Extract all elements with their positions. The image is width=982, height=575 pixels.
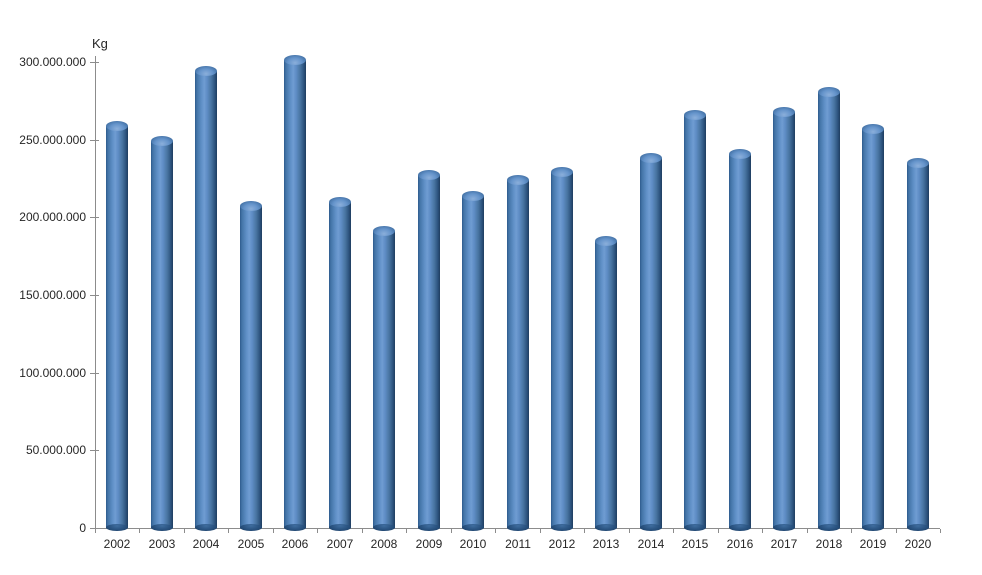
x-axis-tick: [718, 529, 719, 533]
bar-2002: [106, 121, 128, 531]
x-tick-label-2017: 2017: [770, 537, 798, 551]
y-tick-label: 150.000.000: [19, 288, 86, 302]
bar-2017: [773, 107, 795, 531]
y-axis-tick: [90, 450, 99, 451]
bar-2004: [195, 66, 217, 531]
x-axis-tick: [451, 529, 452, 533]
y-axis-tick: [90, 528, 99, 529]
x-axis-tick: [362, 529, 363, 533]
bar-2011: [507, 175, 529, 531]
x-axis-tick: [807, 529, 808, 533]
x-tick-label-2012: 2012: [548, 537, 576, 551]
x-axis-tick: [184, 529, 185, 533]
y-axis-tick: [90, 295, 99, 296]
x-axis-tick: [495, 529, 496, 533]
x-axis-tick: [896, 529, 897, 533]
x-tick-label-2007: 2007: [326, 537, 354, 551]
x-tick-label-2019: 2019: [859, 537, 887, 551]
x-axis-tick: [673, 529, 674, 533]
x-axis-tick: [95, 529, 96, 533]
y-tick-label: 250.000.000: [19, 133, 86, 147]
x-tick-label-2018: 2018: [815, 537, 843, 551]
x-tick-label-2010: 2010: [459, 537, 487, 551]
x-tick-label-2004: 2004: [192, 537, 220, 551]
bar-2008: [373, 226, 395, 531]
bar-2010: [462, 191, 484, 531]
bar-2013: [595, 236, 617, 531]
bar-2019: [862, 124, 884, 531]
x-tick-label-2006: 2006: [281, 537, 309, 551]
y-axis-tick: [90, 140, 99, 141]
x-tick-label-2020: 2020: [904, 537, 932, 551]
x-axis-tick: [273, 529, 274, 533]
bar-2015: [684, 110, 706, 531]
x-axis-tick: [406, 529, 407, 533]
y-tick-label: 100.000.000: [19, 366, 86, 380]
bar-2003: [151, 136, 173, 531]
bar-2012: [551, 167, 573, 531]
x-tick-label-2005: 2005: [237, 537, 265, 551]
x-axis-tick: [851, 529, 852, 533]
x-axis-tick: [940, 529, 941, 533]
bar-2016: [729, 149, 751, 531]
y-tick-label: 300.000.000: [19, 55, 86, 69]
x-axis-tick: [228, 529, 229, 533]
x-tick-label-2011: 2011: [505, 537, 531, 551]
x-axis-tick: [584, 529, 585, 533]
y-tick-label: 50.000.000: [25, 443, 86, 457]
x-tick-label-2015: 2015: [681, 537, 709, 551]
y-tick-label: 0: [79, 521, 86, 535]
y-axis-unit-label: Kg: [92, 36, 108, 51]
y-tick-label: 200.000.000: [19, 210, 86, 224]
y-axis-line: [95, 56, 96, 528]
bar-2006: [284, 55, 306, 531]
x-axis-tick: [139, 529, 140, 533]
x-axis-tick: [629, 529, 630, 533]
bar-2009: [418, 170, 440, 531]
y-axis-tick: [90, 217, 99, 218]
x-tick-label-2008: 2008: [370, 537, 398, 551]
x-axis-tick: [762, 529, 763, 533]
bar-2018: [818, 87, 840, 531]
x-tick-label-2013: 2013: [592, 537, 620, 551]
y-axis-tick: [90, 62, 99, 63]
x-tick-label-2002: 2002: [103, 537, 131, 551]
bar-2014: [640, 153, 662, 531]
bar-2020: [907, 158, 929, 531]
x-axis-tick: [540, 529, 541, 533]
bar-2007: [329, 197, 351, 531]
y-axis-tick: [90, 373, 99, 374]
x-tick-label-2009: 2009: [415, 537, 443, 551]
bar-2005: [240, 201, 262, 531]
x-tick-label-2014: 2014: [637, 537, 665, 551]
x-tick-label-2003: 2003: [148, 537, 176, 551]
x-tick-label-2016: 2016: [726, 537, 754, 551]
x-axis-tick: [317, 529, 318, 533]
